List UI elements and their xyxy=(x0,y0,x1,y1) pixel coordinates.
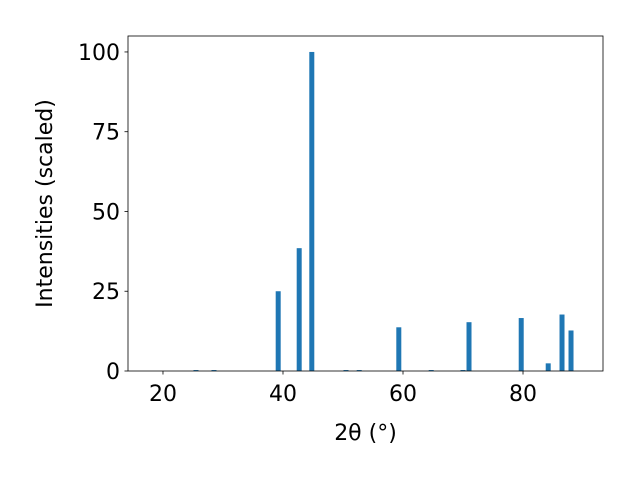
bar xyxy=(545,363,551,371)
x-tick-label: 40 xyxy=(269,382,297,407)
y-tick-label: 25 xyxy=(92,280,120,305)
bar xyxy=(466,322,472,371)
bar xyxy=(275,291,281,371)
bar xyxy=(396,327,402,371)
bar xyxy=(460,370,466,371)
bar xyxy=(193,370,199,371)
bar xyxy=(343,370,349,371)
x-tick-label: 60 xyxy=(389,382,417,407)
y-tick-label: 75 xyxy=(92,121,120,146)
y-tick-label: 50 xyxy=(92,200,120,225)
x-tick-label: 20 xyxy=(149,382,177,407)
bar xyxy=(568,330,574,371)
bar xyxy=(428,370,434,371)
bar xyxy=(211,370,217,371)
bar xyxy=(518,318,524,371)
x-tick-label: 80 xyxy=(509,382,537,407)
y-axis-label: Intensities (scaled) xyxy=(33,99,58,308)
y-tick-label: 100 xyxy=(78,41,120,66)
bar xyxy=(296,248,302,371)
bar xyxy=(356,370,362,371)
plot-frame xyxy=(127,35,604,372)
x-axis-label: 2θ (°) xyxy=(334,421,397,446)
bar xyxy=(309,51,315,371)
y-tick-label: 0 xyxy=(106,360,120,385)
bar xyxy=(559,314,565,371)
